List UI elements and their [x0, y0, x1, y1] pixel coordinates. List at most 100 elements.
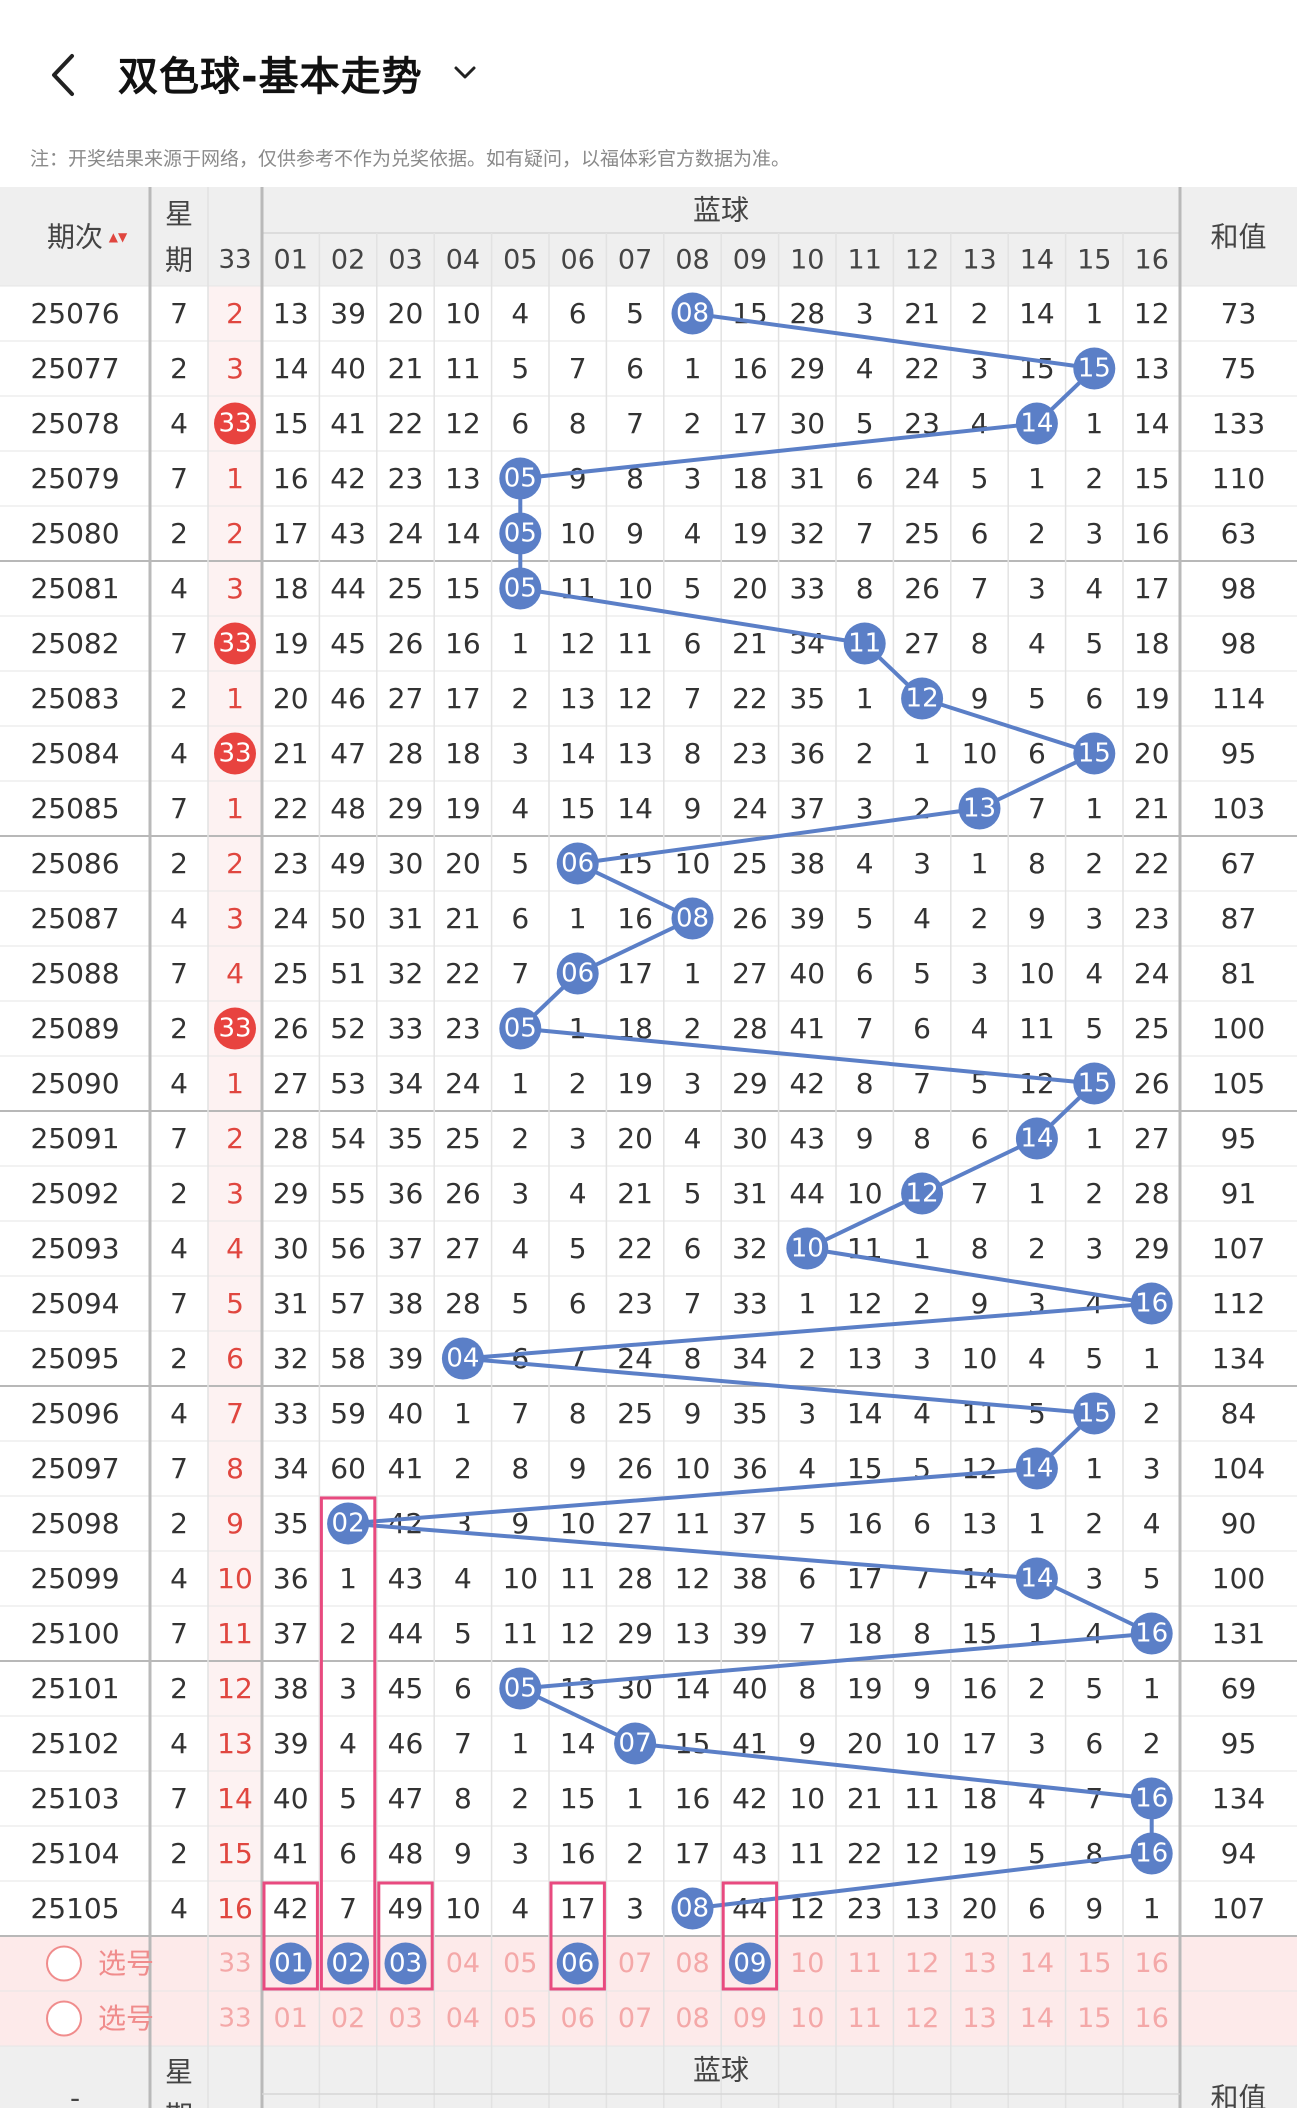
selected-ball[interactable] [556, 1942, 599, 1985]
blue-cell: 43 [330, 517, 366, 550]
pick-number[interactable]: 06 [561, 2003, 595, 2034]
pick-number[interactable]: 10 [790, 2003, 824, 2034]
blue-cell: 13 [560, 1672, 596, 1705]
blue-ball-text: 16 [1135, 1289, 1168, 1319]
blue-cell: 4 [1028, 1342, 1046, 1375]
pick-number[interactable]: 14 [1020, 1948, 1054, 1979]
blue-cell: 30 [388, 847, 424, 880]
sum-cell: 105 [1212, 1067, 1265, 1100]
blue-cell: 31 [388, 902, 424, 935]
pick-number[interactable]: 08 [675, 1948, 709, 1979]
blue-cell: 10 [1019, 957, 1055, 990]
blue-cell: 21 [847, 1782, 883, 1815]
blue-cell: 4 [1085, 957, 1103, 990]
pick-number[interactable]: 07 [618, 2003, 652, 2034]
blue-cell: 15 [560, 1782, 596, 1815]
blue-cell: 6 [856, 462, 874, 495]
blue-cell: 21 [617, 1177, 653, 1210]
blue-cell: 41 [273, 1837, 309, 1870]
chevron-down-icon[interactable] [450, 58, 480, 88]
pick-number[interactable]: 13 [962, 1948, 996, 1979]
blue-cell: 3 [339, 1672, 357, 1705]
blue-cell: 6 [684, 1232, 702, 1265]
blue-cell: 14 [962, 1562, 998, 1595]
pick-number[interactable]: 09 [733, 2003, 767, 2034]
blue-cell: 16 [560, 1837, 596, 1870]
blue-cell: 21 [1134, 792, 1170, 825]
pick-number[interactable]: 15 [1077, 1948, 1111, 1979]
left-33-cell: 1 [226, 682, 244, 715]
blue-cell: 36 [273, 1562, 309, 1595]
selected-ball-text: 01 [274, 1949, 307, 1979]
pick-number[interactable]: 07 [618, 1948, 652, 1979]
blue-cell: 1 [1028, 462, 1046, 495]
blue-cell: 38 [388, 1287, 424, 1320]
pick-number[interactable]: 04 [446, 1948, 480, 1979]
period-cell: 25086 [30, 847, 119, 880]
back-arrow-icon[interactable] [44, 50, 84, 100]
red-ball-text: 33 [218, 629, 251, 659]
pick-number[interactable]: 11 [848, 1948, 882, 1979]
selected-ball[interactable] [728, 1942, 771, 1985]
blue-cell: 20 [962, 1892, 998, 1925]
blue-cell: 3 [684, 462, 702, 495]
blue-cell: 2 [971, 297, 989, 330]
blue-cell: 45 [330, 627, 366, 660]
pick-number[interactable]: 04 [446, 2003, 480, 2034]
sum-cell: 63 [1221, 517, 1257, 550]
blue-cell: 30 [789, 407, 825, 440]
pick-number[interactable]: 16 [1135, 2003, 1169, 2034]
blue-cell: 9 [913, 1672, 931, 1705]
blue-cell: 29 [1134, 1232, 1170, 1265]
pick-number[interactable]: 15 [1077, 2003, 1111, 2034]
pick-number[interactable]: 03 [388, 2003, 422, 2034]
pick-number[interactable]: 12 [905, 1948, 939, 1979]
blue-cell: 9 [1028, 902, 1046, 935]
blue-cell: 7 [684, 682, 702, 715]
footer-sum: 和值 [1210, 2082, 1266, 2108]
blue-cell: 6 [971, 517, 989, 550]
blue-cell: 13 [847, 1342, 883, 1375]
week-cell: 7 [170, 1287, 188, 1320]
pick-number[interactable]: 13 [962, 2003, 996, 2034]
left-33-cell: 3 [226, 902, 244, 935]
pick-number[interactable]: 05 [503, 2003, 537, 2034]
blue-cell: 11 [502, 1617, 538, 1650]
blue-cell: 34 [732, 1342, 768, 1375]
pick-number[interactable]: 10 [790, 1948, 824, 1979]
pick-radio[interactable] [46, 2000, 82, 2037]
blue-ball [901, 1172, 944, 1215]
pick-number[interactable]: 14 [1020, 2003, 1054, 2034]
blue-cell: 14 [560, 1727, 596, 1760]
sum-cell: 91 [1221, 1177, 1257, 1210]
pick-radio[interactable] [46, 1945, 82, 1982]
pick-number[interactable]: 01 [274, 2003, 308, 2034]
blue-cell: 10 [675, 1452, 711, 1485]
period-cell: 25105 [30, 1892, 119, 1925]
pick-number[interactable]: 02 [331, 2003, 365, 2034]
blue-cell: 18 [273, 572, 309, 605]
selected-ball[interactable] [269, 1942, 312, 1985]
pick-number[interactable]: 12 [905, 2003, 939, 2034]
blue-cell: 32 [273, 1342, 309, 1375]
pick-number[interactable]: 16 [1135, 1948, 1169, 1979]
blue-ball [614, 1722, 657, 1765]
blue-cell: 32 [789, 517, 825, 550]
blue-cell: 15 [560, 792, 596, 825]
pick-number[interactable]: 08 [675, 2003, 709, 2034]
blue-cell: 16 [445, 627, 481, 660]
blue-cell: 5 [1085, 1672, 1103, 1705]
selected-ball[interactable] [327, 1942, 370, 1985]
blue-cell: 46 [330, 682, 366, 715]
blue-cell: 42 [388, 1507, 424, 1540]
blue-cell: 16 [273, 462, 309, 495]
blue-cell: 2 [1085, 1507, 1103, 1540]
blue-cell: 12 [560, 627, 596, 660]
pick-number[interactable]: 05 [503, 1948, 537, 1979]
blue-ball-text: 16 [1135, 1839, 1168, 1869]
blue-cell: 1 [339, 1562, 357, 1595]
week-cell: 2 [170, 1672, 188, 1705]
selected-ball[interactable] [384, 1942, 427, 1985]
pick-number[interactable]: 11 [848, 2003, 882, 2034]
sort-icon[interactable]: ▲▼ [109, 230, 128, 244]
